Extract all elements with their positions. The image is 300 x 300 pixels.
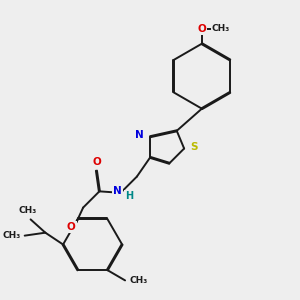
Text: N: N bbox=[113, 186, 122, 196]
Text: CH₃: CH₃ bbox=[212, 24, 230, 33]
Text: CH₃: CH₃ bbox=[129, 276, 148, 285]
Text: S: S bbox=[191, 142, 198, 152]
Text: CH₃: CH₃ bbox=[2, 231, 20, 240]
Text: H: H bbox=[125, 191, 133, 201]
Text: O: O bbox=[197, 24, 206, 34]
Text: CH₃: CH₃ bbox=[19, 206, 37, 215]
Text: O: O bbox=[92, 157, 101, 167]
Text: N: N bbox=[136, 130, 144, 140]
Text: O: O bbox=[67, 222, 76, 232]
